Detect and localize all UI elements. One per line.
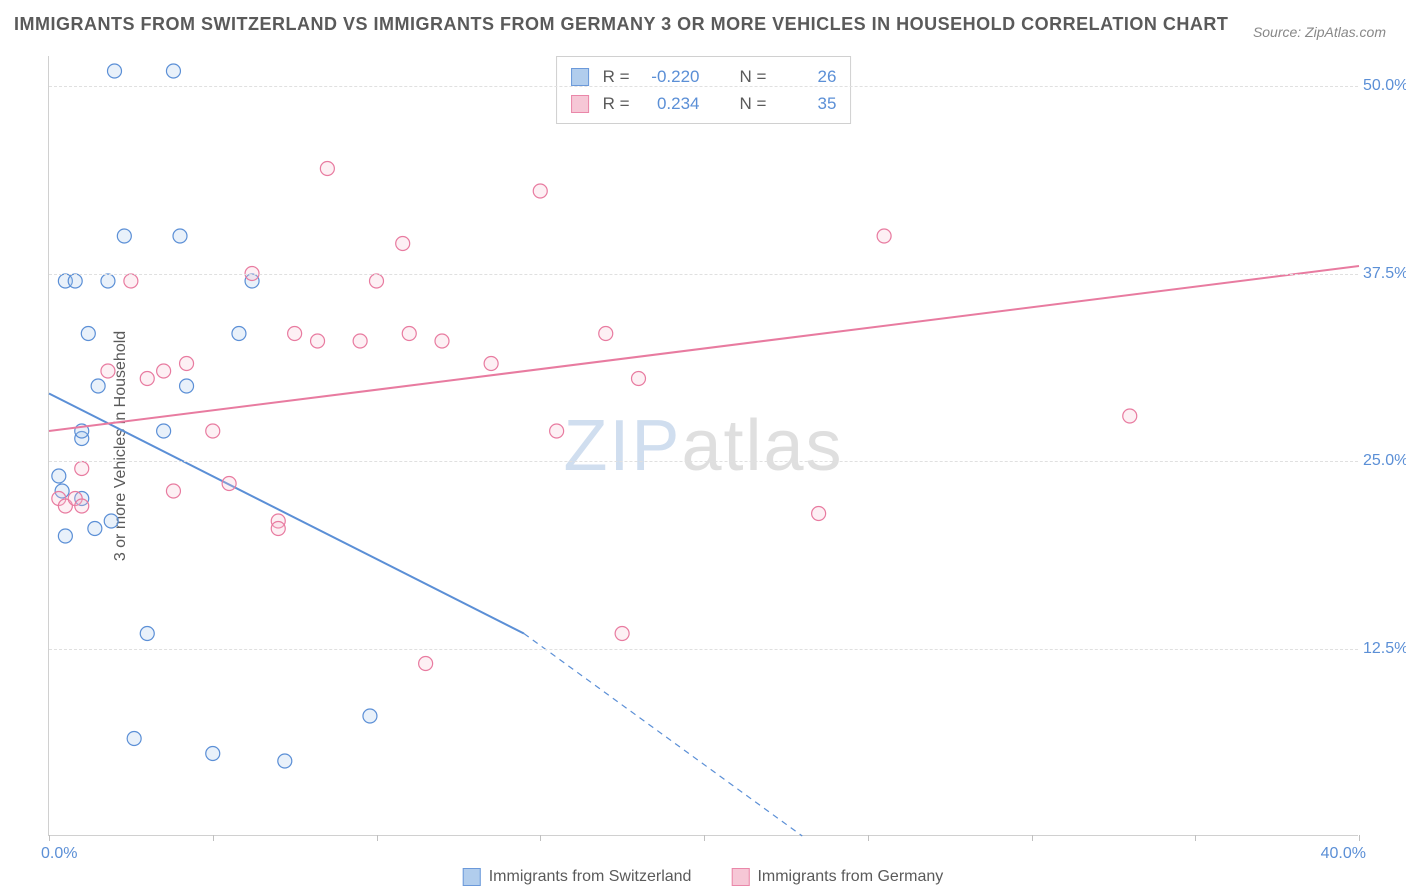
x-axis-min-label: 0.0% xyxy=(41,845,77,863)
gridline xyxy=(49,461,1358,462)
germany-point xyxy=(484,357,498,371)
series-legend-label: Immigrants from Germany xyxy=(757,868,943,886)
germany-point xyxy=(615,627,629,641)
germany-point xyxy=(101,364,115,378)
germany-point xyxy=(75,462,89,476)
germany-point xyxy=(632,372,646,386)
switzerland-point xyxy=(363,709,377,723)
switzerland-point xyxy=(127,732,141,746)
correlation-legend: R =-0.220N =26R =0.234N =35 xyxy=(556,56,852,124)
switzerland-point xyxy=(68,274,82,288)
switzerland-point xyxy=(140,627,154,641)
chart-title: IMMIGRANTS FROM SWITZERLAND VS IMMIGRANT… xyxy=(14,14,1228,35)
germany-point xyxy=(877,229,891,243)
x-tick xyxy=(868,835,869,841)
germany-point xyxy=(599,327,613,341)
germany-point xyxy=(419,657,433,671)
germany-point xyxy=(370,274,384,288)
x-tick xyxy=(1359,835,1360,841)
switzerland-point xyxy=(206,747,220,761)
switzerland-point xyxy=(180,379,194,393)
legend-n-label: N = xyxy=(740,90,767,117)
germany-point xyxy=(288,327,302,341)
switzerland-point xyxy=(117,229,131,243)
y-tick-label: 50.0% xyxy=(1363,77,1406,95)
germany-point xyxy=(353,334,367,348)
germany-point xyxy=(166,484,180,498)
germany-point xyxy=(320,162,334,176)
chart-svg xyxy=(49,56,1358,835)
legend-r-value: 0.234 xyxy=(644,90,700,117)
y-tick-label: 12.5% xyxy=(1363,640,1406,658)
germany-point xyxy=(140,372,154,386)
germany-point xyxy=(124,274,138,288)
x-tick xyxy=(377,835,378,841)
switzerland-trend-line-extrapolated xyxy=(524,634,802,837)
germany-point xyxy=(1123,409,1137,423)
germany-trend-line xyxy=(49,266,1359,431)
germany-point xyxy=(812,507,826,521)
switzerland-point xyxy=(232,327,246,341)
series-legend-item-switzerland: Immigrants from Switzerland xyxy=(463,868,692,886)
germany-point xyxy=(533,184,547,198)
source-attribution: Source: ZipAtlas.com xyxy=(1253,24,1386,40)
series-legend-label: Immigrants from Switzerland xyxy=(489,868,692,886)
gridline xyxy=(49,649,1358,650)
legend-swatch xyxy=(463,868,481,886)
legend-r-label: R = xyxy=(603,90,630,117)
switzerland-point xyxy=(88,522,102,536)
x-tick xyxy=(704,835,705,841)
legend-swatch xyxy=(731,868,749,886)
series-legend: Immigrants from Switzerland Immigrants fr… xyxy=(463,868,944,886)
legend-swatch xyxy=(571,68,589,86)
switzerland-point xyxy=(52,469,66,483)
switzerland-point xyxy=(81,327,95,341)
germany-point xyxy=(157,364,171,378)
switzerland-point xyxy=(166,64,180,78)
x-axis-max-label: 40.0% xyxy=(1321,845,1366,863)
y-tick-label: 25.0% xyxy=(1363,452,1406,470)
x-tick xyxy=(1032,835,1033,841)
switzerland-point xyxy=(104,514,118,528)
switzerland-point xyxy=(101,274,115,288)
switzerland-point xyxy=(91,379,105,393)
legend-swatch xyxy=(571,95,589,113)
germany-point xyxy=(180,357,194,371)
x-tick xyxy=(540,835,541,841)
switzerland-point xyxy=(58,529,72,543)
switzerland-point xyxy=(108,64,122,78)
x-tick xyxy=(1195,835,1196,841)
legend-n-value: 35 xyxy=(780,90,836,117)
germany-point xyxy=(435,334,449,348)
y-tick-label: 37.5% xyxy=(1363,265,1406,283)
x-tick xyxy=(49,835,50,841)
x-tick xyxy=(213,835,214,841)
switzerland-point xyxy=(173,229,187,243)
germany-point xyxy=(402,327,416,341)
plot-area: ZIPatlas R =-0.220N =26R =0.234N =35 0.0… xyxy=(48,56,1358,836)
gridline xyxy=(49,274,1358,275)
germany-point xyxy=(75,499,89,513)
germany-point xyxy=(206,424,220,438)
gridline xyxy=(49,86,1358,87)
germany-point xyxy=(222,477,236,491)
series-legend-item-germany: Immigrants from Germany xyxy=(731,868,943,886)
switzerland-point xyxy=(157,424,171,438)
switzerland-point xyxy=(278,754,292,768)
germany-point xyxy=(550,424,564,438)
germany-point xyxy=(271,522,285,536)
germany-point xyxy=(396,237,410,251)
legend-row-germany: R = 0.234 N = 35 xyxy=(571,90,837,117)
switzerland-trend-line xyxy=(49,394,524,634)
germany-point xyxy=(311,334,325,348)
